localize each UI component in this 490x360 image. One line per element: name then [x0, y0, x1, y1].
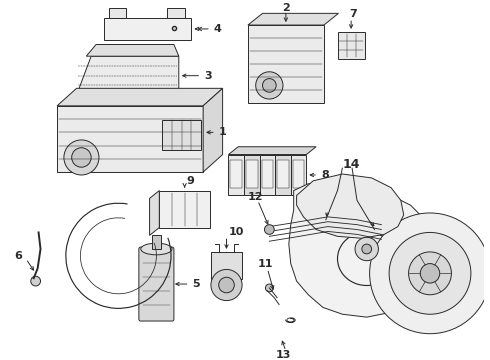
Text: 6: 6 — [14, 251, 22, 261]
Bar — [104, 18, 192, 40]
Bar — [162, 121, 201, 150]
Polygon shape — [203, 88, 222, 172]
Circle shape — [72, 148, 91, 167]
Text: 3: 3 — [204, 71, 212, 81]
Circle shape — [263, 78, 276, 92]
Circle shape — [265, 225, 274, 234]
Bar — [109, 9, 126, 18]
Polygon shape — [57, 88, 222, 106]
Bar — [230, 161, 242, 188]
Bar — [159, 190, 210, 228]
Text: 8: 8 — [321, 170, 329, 180]
Text: 9: 9 — [187, 176, 195, 186]
Polygon shape — [86, 45, 179, 56]
Bar — [246, 161, 258, 188]
Circle shape — [409, 252, 451, 295]
Bar — [244, 154, 260, 195]
Circle shape — [389, 233, 471, 314]
Circle shape — [211, 269, 242, 301]
Bar — [277, 161, 289, 188]
Text: 4: 4 — [214, 24, 221, 34]
Text: 2: 2 — [282, 4, 290, 13]
Text: 7: 7 — [349, 9, 357, 19]
Polygon shape — [149, 190, 159, 235]
Text: 14: 14 — [343, 158, 360, 171]
Bar — [228, 154, 244, 195]
Bar — [262, 161, 273, 188]
Text: 13: 13 — [276, 350, 292, 360]
Bar — [338, 32, 365, 59]
Text: 12: 12 — [248, 192, 264, 202]
Circle shape — [420, 264, 440, 283]
Circle shape — [266, 284, 273, 292]
Bar — [260, 154, 275, 195]
Circle shape — [355, 237, 378, 261]
Bar — [57, 106, 203, 172]
Text: 5: 5 — [193, 279, 200, 289]
Ellipse shape — [141, 243, 172, 255]
Polygon shape — [248, 13, 339, 25]
Polygon shape — [289, 181, 440, 317]
Circle shape — [369, 213, 490, 334]
Circle shape — [31, 276, 41, 286]
Text: 1: 1 — [219, 127, 226, 137]
Polygon shape — [76, 56, 179, 95]
Bar — [275, 154, 291, 195]
Circle shape — [362, 244, 371, 254]
Bar — [167, 9, 185, 18]
Circle shape — [256, 72, 283, 99]
Bar — [291, 154, 306, 195]
Text: 11: 11 — [258, 258, 273, 269]
FancyBboxPatch shape — [139, 247, 174, 321]
Text: 10: 10 — [228, 228, 244, 238]
Circle shape — [219, 277, 234, 293]
Bar — [248, 25, 324, 103]
Bar — [211, 252, 242, 279]
Bar — [151, 235, 161, 249]
Circle shape — [64, 140, 99, 175]
Polygon shape — [296, 174, 404, 238]
Polygon shape — [228, 147, 316, 154]
Bar — [293, 161, 304, 188]
